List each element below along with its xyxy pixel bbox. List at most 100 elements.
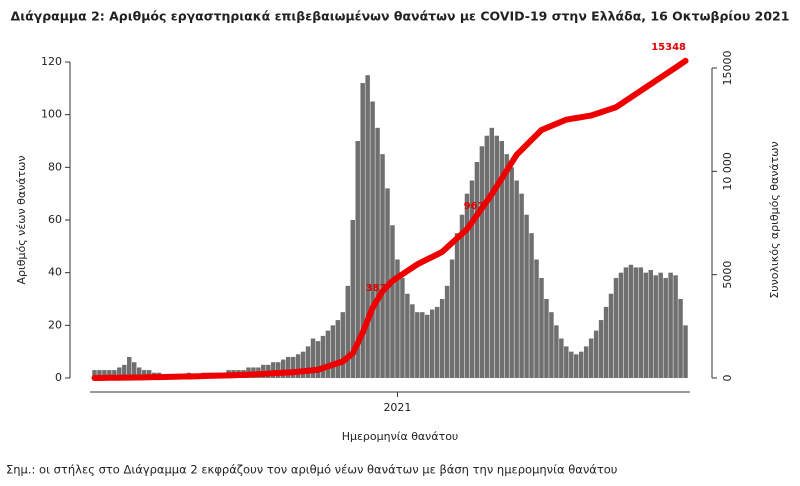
bar [310, 338, 316, 378]
bar [504, 154, 509, 378]
bar [683, 325, 688, 378]
chart-title: Διάγραμμα 2: Αριθμός εργαστηριακά επιβεβ… [11, 9, 790, 24]
bar [578, 351, 584, 378]
y-tick-label: 100 [41, 108, 62, 121]
bar [514, 180, 519, 378]
bar [375, 127, 380, 378]
bar [305, 346, 311, 378]
y2-tick-label: 0 [721, 375, 734, 382]
bar [588, 338, 594, 378]
bar [598, 320, 604, 378]
bar [678, 299, 683, 378]
bar [603, 306, 609, 378]
bar [628, 264, 634, 378]
bar [574, 354, 579, 378]
bar [434, 306, 440, 378]
bar [673, 275, 678, 378]
bar [623, 267, 629, 378]
bar [146, 370, 152, 378]
y-axis-label: Αριθμός νέων θανάτων [15, 156, 28, 285]
annotation: 387 [366, 283, 387, 294]
bar [415, 312, 420, 378]
bar [420, 312, 425, 378]
bar [350, 220, 355, 378]
bar [534, 259, 539, 378]
bar [122, 364, 127, 378]
bar [489, 127, 495, 378]
bar [484, 135, 490, 378]
bar [112, 370, 117, 378]
x-tick-label: 2021 [383, 401, 411, 414]
bar [290, 356, 296, 378]
bar [529, 233, 534, 378]
bar [633, 267, 639, 378]
bar [280, 359, 286, 378]
bar [449, 259, 455, 378]
bar [405, 293, 410, 378]
y2-tick-label: 10 000 [721, 152, 734, 191]
bar [271, 362, 276, 378]
bar [439, 299, 445, 378]
bar [549, 312, 554, 378]
x-axis-label: Ημερομηνία θανάτου [342, 430, 459, 443]
y-tick-label: 40 [48, 266, 62, 279]
bar [444, 285, 450, 378]
bar [136, 367, 142, 378]
cumulative-line [91, 57, 689, 381]
bar [355, 141, 360, 378]
bar [618, 272, 624, 378]
y2-tick-label: 15000 [721, 50, 734, 85]
bar [141, 370, 147, 378]
bar [509, 167, 514, 378]
bar [569, 351, 574, 378]
y-tick-label: 0 [55, 371, 62, 384]
bar [583, 346, 589, 378]
bar [360, 83, 365, 379]
bar [613, 277, 619, 378]
annotation: 962 [464, 201, 485, 212]
note: Σημ.: οι στήλες στο Διάγραμμα 2 εκφράζου… [6, 463, 617, 477]
bar [395, 259, 400, 378]
bar [390, 225, 395, 378]
bar [593, 330, 599, 378]
bar [131, 362, 137, 378]
bar [519, 193, 524, 378]
bar [469, 180, 475, 378]
bar [474, 162, 480, 378]
bar [539, 277, 544, 378]
bar [295, 354, 301, 378]
y-tick-label: 60 [48, 213, 62, 226]
bar [608, 293, 614, 378]
y-tick-label: 20 [48, 318, 62, 331]
bar [479, 146, 485, 378]
bar [315, 341, 321, 378]
bar [429, 309, 435, 378]
bar [127, 356, 132, 378]
bar [370, 101, 375, 378]
bar [300, 351, 306, 378]
bar [335, 320, 341, 378]
bar [365, 75, 370, 379]
bar [653, 275, 658, 378]
bar [340, 312, 346, 378]
bar [285, 356, 291, 378]
bar [325, 330, 331, 378]
y2-tick-label: 5000 [721, 261, 734, 289]
bar [320, 335, 326, 378]
bar [107, 370, 112, 378]
bar [638, 267, 644, 378]
bar [102, 370, 107, 378]
bar [345, 285, 351, 378]
bar [425, 314, 430, 378]
y-tick-label: 80 [48, 160, 62, 173]
bar [380, 154, 385, 378]
bar [499, 141, 504, 378]
bar [648, 270, 653, 378]
bar [410, 304, 415, 378]
bar [564, 346, 569, 378]
bar [459, 214, 465, 378]
y-tick-label: 120 [41, 55, 62, 68]
bar [494, 135, 500, 378]
